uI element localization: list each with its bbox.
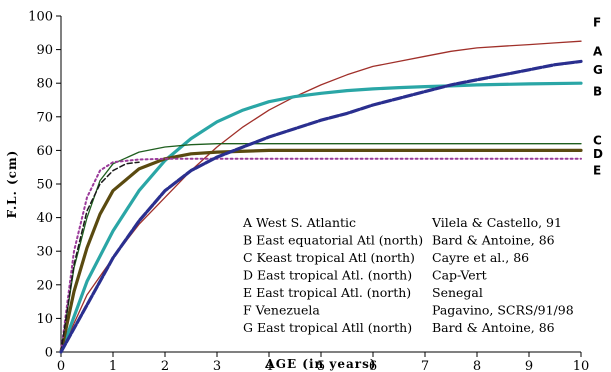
x-tick-label: 9 bbox=[525, 359, 533, 372]
x-tick-label: 7 bbox=[421, 359, 429, 372]
series-end-label: E bbox=[593, 164, 601, 178]
y-tick-label: 20 bbox=[36, 278, 53, 293]
legend-entry-label: C Keast tropical Atl (north) bbox=[243, 250, 415, 265]
y-tick-label: 50 bbox=[36, 178, 53, 193]
legend-entry-source: Cayre et al., 86 bbox=[432, 250, 529, 265]
series-line-g bbox=[59, 59, 583, 354]
series-end-label: C bbox=[593, 133, 602, 147]
legend-entry-source: Senegal bbox=[432, 285, 483, 300]
legend-entry-label: G East tropical Atll (north) bbox=[243, 320, 412, 335]
legend-entry-label: A West S. Atlantic bbox=[242, 215, 356, 230]
x-tick-label: 0 bbox=[57, 359, 65, 372]
y-tick-label: 70 bbox=[36, 110, 53, 125]
y-tick-label: 10 bbox=[36, 312, 53, 327]
legend-entry-label: B East equatorial Atl (north) bbox=[243, 233, 423, 248]
series-line-a bbox=[60, 40, 582, 353]
y-tick-label: 80 bbox=[36, 77, 53, 92]
series-end-label: F bbox=[593, 16, 601, 30]
y-axis-title: F.L. (cm) bbox=[5, 150, 19, 219]
legend-entry-source: Cap-Vert bbox=[432, 268, 487, 283]
y-tick-label: 30 bbox=[36, 245, 53, 260]
x-tick-label: 4 bbox=[265, 359, 273, 372]
legend-entry-source: Bard & Antoine, 86 bbox=[432, 320, 555, 335]
x-tick-label: 6 bbox=[369, 359, 377, 372]
series-end-label: D bbox=[593, 147, 603, 161]
legend-entry-label: F Venezuela bbox=[243, 303, 320, 318]
x-axis-title: AGE (in years) bbox=[264, 357, 376, 371]
legend: A West S. Atlantic Vilela & Castello, 91 B… bbox=[242, 215, 574, 335]
legend-entry-label: E East tropical Atl. (north) bbox=[243, 285, 411, 300]
x-tick-label: 1 bbox=[109, 359, 117, 372]
series-end-label: A bbox=[593, 44, 603, 58]
y-tick-label: 100 bbox=[28, 10, 53, 25]
series-end-label: B bbox=[593, 85, 602, 99]
series-line-d bbox=[59, 148, 583, 354]
series-line-f bbox=[60, 161, 140, 353]
x-tick-label: 8 bbox=[473, 359, 481, 372]
y-tick-label: 60 bbox=[36, 144, 53, 159]
axes: 0 10 20 30 40 50 60 70 80 90 100 0 1 2 3 4 5 6 7 8 9 10 bbox=[28, 10, 589, 372]
y-tick-label: 0 bbox=[45, 346, 53, 361]
legend-entry-source: Vilela & Castello, 91 bbox=[431, 215, 562, 230]
y-tick-label: 40 bbox=[36, 211, 53, 226]
series-end-label: G bbox=[593, 63, 603, 77]
x-tick-label: 5 bbox=[317, 359, 325, 372]
legend-entry-label: D East tropical Atl. (north) bbox=[243, 268, 412, 283]
legend-entry-source: Pagavino, SCRS/91/98 bbox=[432, 303, 574, 318]
x-tick-label: 3 bbox=[213, 359, 221, 372]
series-layer bbox=[59, 40, 583, 354]
y-tick-label: 90 bbox=[36, 43, 53, 58]
legend-entry-source: Bard & Antoine, 86 bbox=[432, 233, 555, 248]
x-tick-label: 2 bbox=[161, 359, 169, 372]
x-tick-label: 10 bbox=[573, 359, 590, 372]
